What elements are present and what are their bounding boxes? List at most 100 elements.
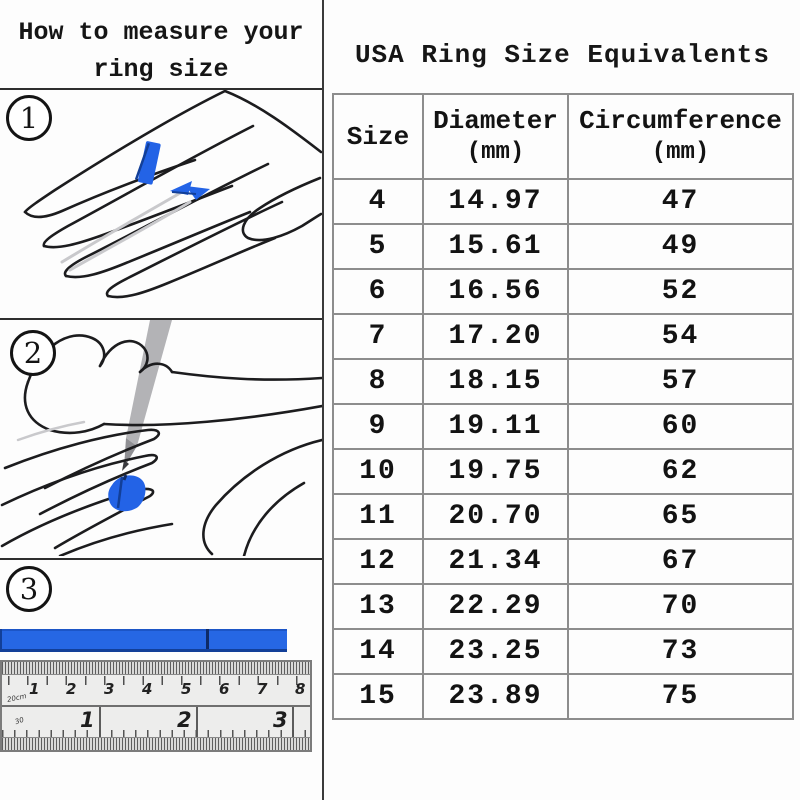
size-cell: 10 bbox=[332, 448, 424, 495]
table-row: 8 18.15 57 bbox=[332, 358, 794, 405]
left-title-line1: How to measure your bbox=[18, 18, 304, 47]
diameter-cell: 21.34 bbox=[422, 538, 569, 585]
divider-under-step1 bbox=[0, 318, 324, 320]
size-cell: 9 bbox=[332, 403, 424, 450]
wrist-line bbox=[223, 90, 322, 154]
diameter-cell: 16.56 bbox=[422, 268, 569, 315]
circumference-cell: 73 bbox=[567, 628, 794, 675]
step-2-badge: 2 bbox=[10, 330, 56, 376]
size-cell: 5 bbox=[332, 223, 424, 270]
size-cell: 14 bbox=[332, 628, 424, 675]
ruler-cm-number: 1 bbox=[29, 680, 40, 698]
step-1-number: 1 bbox=[19, 101, 39, 135]
pen-mark-on-strip bbox=[206, 629, 209, 649]
ruler-middle-line bbox=[2, 705, 310, 707]
ruler-cm-number: 7 bbox=[257, 680, 268, 698]
diameter-cell: 19.11 bbox=[422, 403, 569, 450]
ruler-inch-number: 1 bbox=[80, 708, 95, 732]
ruler-illustration: 1 2 3 4 5 6 7 8 20cm 1 2 3 30 bbox=[0, 660, 312, 752]
size-cell: 12 bbox=[332, 538, 424, 585]
divider-under-step2 bbox=[0, 558, 324, 560]
table-row: 15 23.89 75 bbox=[332, 673, 794, 720]
ruler-cm-number: 6 bbox=[219, 680, 230, 698]
table-row: 6 16.56 52 bbox=[332, 268, 794, 315]
diameter-cell: 23.89 bbox=[422, 673, 569, 720]
left-panel-title: How to measure your ring size bbox=[0, 14, 322, 88]
circumference-cell: 67 bbox=[567, 538, 794, 585]
circumference-cell: 65 bbox=[567, 493, 794, 540]
size-cell: 11 bbox=[332, 493, 424, 540]
diameter-cell: 23.25 bbox=[422, 628, 569, 675]
table-title: USA Ring Size Equivalents bbox=[354, 40, 771, 70]
circumference-cell: 57 bbox=[567, 358, 794, 405]
circumference-cell: 75 bbox=[567, 673, 794, 720]
white-string bbox=[60, 190, 192, 272]
ruler-cm-number: 5 bbox=[181, 680, 192, 698]
ruler-cm-ticks bbox=[8, 676, 310, 685]
size-cell: 4 bbox=[332, 178, 424, 225]
size-cell: 8 bbox=[332, 358, 424, 405]
table-row: 10 19.75 62 bbox=[332, 448, 794, 495]
table-row: 13 22.29 70 bbox=[332, 583, 794, 630]
step-2-number: 2 bbox=[23, 336, 43, 370]
circumference-cell: 54 bbox=[567, 313, 794, 360]
table-row: 12 21.34 67 bbox=[332, 538, 794, 585]
ruler-mm-ticks-bottom bbox=[2, 737, 310, 750]
diameter-cell: 18.15 bbox=[422, 358, 569, 405]
table-row: 5 15.61 49 bbox=[332, 223, 794, 270]
measured-strip bbox=[0, 629, 287, 652]
diameter-cell: 15.61 bbox=[422, 223, 569, 270]
header-size: Size bbox=[332, 93, 424, 180]
ruler-inch-separator bbox=[292, 707, 294, 738]
ruler-inch-separator bbox=[99, 707, 101, 738]
step-1-badge: 1 bbox=[6, 95, 52, 141]
diameter-cell: 14.97 bbox=[422, 178, 569, 225]
table-header-row: Size Diameter (mm) Circumference (mm) bbox=[332, 93, 794, 180]
ruler-cm-unit-label: 20cm bbox=[6, 692, 28, 704]
ring-size-table: Size Diameter (mm) Circumference (mm) 4 … bbox=[332, 93, 794, 720]
ruler-mm-ticks-top bbox=[2, 662, 310, 675]
left-title-line2: ring size bbox=[93, 55, 229, 84]
vertical-divider bbox=[322, 0, 324, 800]
table-row: 4 14.97 47 bbox=[332, 178, 794, 225]
circumference-cell: 70 bbox=[567, 583, 794, 630]
size-cell: 13 bbox=[332, 583, 424, 630]
ruler-inch-ticks bbox=[2, 730, 310, 738]
header-circumference: Circumference (mm) bbox=[567, 93, 794, 180]
table-row: 11 20.70 65 bbox=[332, 493, 794, 540]
blue-ring-band bbox=[108, 474, 146, 512]
table-row: 9 19.11 60 bbox=[332, 403, 794, 450]
header-circumference-unit: (mm) bbox=[651, 138, 710, 166]
blue-string-band bbox=[134, 141, 210, 200]
ruler-cm-number: 2 bbox=[66, 680, 77, 698]
ruler-cm-number: 8 bbox=[295, 680, 306, 698]
size-cell: 6 bbox=[332, 268, 424, 315]
circumference-cell: 62 bbox=[567, 448, 794, 495]
step-3-badge: 3 bbox=[6, 566, 52, 612]
ruler-cm-number: 3 bbox=[104, 680, 115, 698]
ruler-cm-number: 4 bbox=[142, 680, 153, 698]
header-diameter-unit: (mm) bbox=[466, 138, 525, 166]
header-diameter: Diameter (mm) bbox=[422, 93, 569, 180]
diameter-cell: 17.20 bbox=[422, 313, 569, 360]
ruler-inch-unit-label: 30 bbox=[13, 715, 25, 727]
size-cell: 7 bbox=[332, 313, 424, 360]
diameter-cell: 22.29 bbox=[422, 583, 569, 630]
ruler-inch-separator bbox=[196, 707, 198, 738]
ruler-inch-number: 2 bbox=[177, 708, 192, 732]
hand-string-illustration bbox=[23, 90, 322, 299]
table-row: 7 17.20 54 bbox=[332, 313, 794, 360]
size-cell: 15 bbox=[332, 673, 424, 720]
circumference-cell: 47 bbox=[567, 178, 794, 225]
diameter-cell: 19.75 bbox=[422, 448, 569, 495]
table-row: 14 23.25 73 bbox=[332, 628, 794, 675]
ruler-inch-number: 3 bbox=[273, 708, 288, 732]
step-3-number: 3 bbox=[19, 572, 39, 606]
divider-under-title bbox=[0, 88, 324, 90]
diameter-cell: 20.70 bbox=[422, 493, 569, 540]
white-string bbox=[16, 420, 86, 442]
circumference-cell: 49 bbox=[567, 223, 794, 270]
circumference-cell: 52 bbox=[567, 268, 794, 315]
circumference-cell: 60 bbox=[567, 403, 794, 450]
